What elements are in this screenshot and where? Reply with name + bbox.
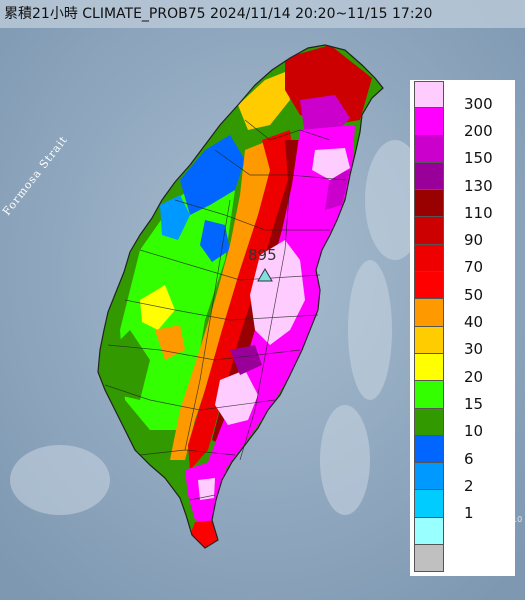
legend-swatch	[414, 545, 444, 573]
legend-swatches	[414, 81, 444, 573]
legend-label: 10	[464, 422, 484, 441]
legend-label: 40	[464, 313, 484, 332]
legend-label: 70	[464, 258, 484, 277]
legend-label: 200	[464, 121, 493, 140]
legend-swatch	[414, 135, 444, 163]
legend-swatch	[414, 272, 444, 300]
legend-label: 1	[464, 504, 474, 523]
rain-zone-pink-max-south	[215, 370, 258, 425]
legend-label: 30	[464, 340, 484, 359]
rain-zone-purple-south	[230, 345, 262, 375]
rain-zone-orange-west	[155, 325, 185, 360]
legend-swatch	[414, 517, 444, 546]
rain-zone-orange-band	[170, 140, 280, 460]
legend-swatch	[414, 190, 444, 218]
rain-zone-pink-south	[198, 478, 215, 500]
peak-value-label: 895	[248, 246, 277, 264]
legend-swatch	[414, 217, 444, 245]
legend-swatch	[414, 490, 444, 518]
rain-zone-blue-light	[160, 195, 190, 240]
legend-label: 110	[464, 203, 493, 222]
rain-zone-yellow-north	[238, 72, 290, 130]
legend-swatch	[414, 108, 444, 136]
legend-label: 90	[464, 231, 484, 250]
county-boundaries	[104, 119, 346, 501]
map-title: 累積21小時 CLIMATE_PROB75 2024/11/14 20:20~1…	[4, 6, 433, 22]
legend-label: 300	[464, 94, 493, 113]
legend-swatch	[414, 81, 444, 109]
rain-zone-blue-northwest	[180, 135, 245, 215]
rain-zone-yellow-west	[140, 285, 175, 330]
legend-swatch	[414, 162, 444, 191]
legend-label: 150	[464, 149, 493, 168]
rain-zone-pink-max-central	[250, 240, 305, 345]
legend-label: 20	[464, 367, 484, 386]
legend-label: 130	[464, 176, 493, 195]
rain-zone-green-dark-sw	[110, 330, 150, 400]
corner-tick-label: 10	[512, 515, 523, 524]
legend-swatch	[414, 435, 444, 464]
title-bar	[0, 0, 525, 28]
rain-zone-blue-central	[200, 220, 230, 262]
legend-swatch	[414, 463, 444, 491]
legend-label: 50	[464, 285, 484, 304]
legend-swatch	[414, 353, 444, 382]
legend-swatch	[414, 326, 444, 354]
legend-swatch	[414, 244, 444, 273]
legend-label: 15	[464, 394, 484, 413]
rain-zone-pink-max-north	[312, 148, 350, 180]
rain-zone-red-band	[188, 130, 295, 470]
peak-triangle-icon	[257, 268, 273, 282]
legend-label: 2	[464, 476, 474, 495]
legend-label: 6	[464, 449, 474, 468]
legend-swatch	[414, 381, 444, 409]
legend-swatch	[414, 299, 444, 327]
legend-swatch	[414, 408, 444, 436]
